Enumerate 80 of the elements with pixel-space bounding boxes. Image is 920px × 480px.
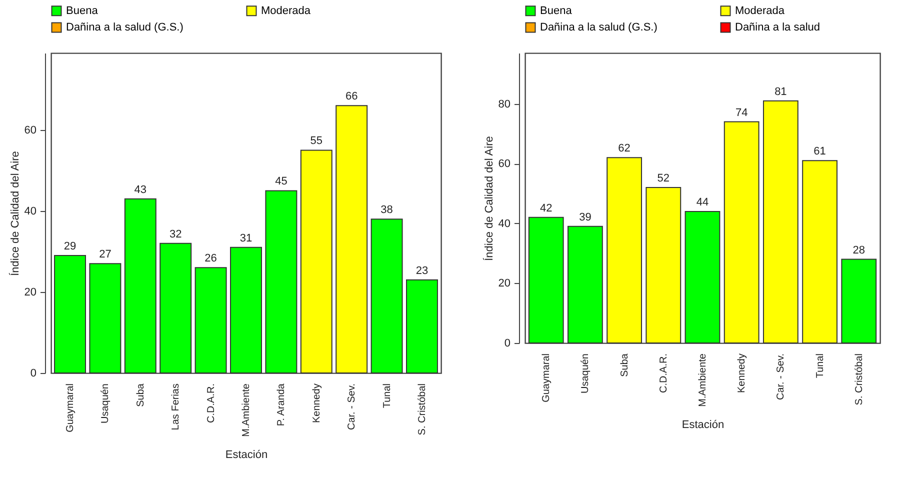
data-label: 23 bbox=[416, 264, 428, 277]
bar bbox=[724, 121, 760, 344]
x-tick-label: Tunal bbox=[814, 354, 826, 378]
x-tick-label: Car. - Sev. bbox=[776, 354, 787, 400]
data-label: 62 bbox=[618, 142, 630, 155]
y-tick-label: 40 bbox=[498, 218, 510, 230]
x-tick-label: Guaymaral bbox=[541, 354, 552, 402]
x-tick-label: C.D.A.R. bbox=[206, 384, 217, 423]
data-label: 42 bbox=[540, 202, 552, 214]
bar bbox=[606, 157, 642, 344]
data-label: 28 bbox=[852, 244, 866, 256]
bar bbox=[406, 279, 438, 374]
data-label: 66 bbox=[345, 90, 358, 103]
legend-label: Dañina a la salud (G.S.) bbox=[66, 22, 184, 34]
y-axis-title: Índice de Calidad del Aire bbox=[8, 151, 22, 276]
x-tick-label: S. Cristóbal bbox=[854, 354, 865, 406]
bar bbox=[802, 160, 838, 344]
bar bbox=[336, 105, 368, 374]
legend-label: Buena bbox=[66, 4, 99, 17]
data-label: 38 bbox=[380, 204, 393, 216]
data-label: 26 bbox=[204, 252, 217, 265]
x-tick-label: Kennedy bbox=[736, 354, 748, 393]
bar bbox=[370, 218, 403, 374]
x-tick-label: Suba bbox=[135, 383, 146, 407]
x-axis-title: Estación bbox=[225, 448, 268, 461]
y-tick-label: 40 bbox=[24, 205, 36, 218]
legend-label: Dañina a la salud bbox=[735, 22, 820, 34]
bar bbox=[89, 263, 122, 374]
bar bbox=[568, 226, 603, 344]
data-label: 52 bbox=[657, 172, 670, 185]
y-tick-label: 0 bbox=[30, 368, 36, 380]
x-tick-label: Kennedy bbox=[311, 384, 322, 423]
bar bbox=[54, 255, 86, 374]
legend-label: Moderada bbox=[261, 4, 312, 17]
bar bbox=[646, 187, 682, 344]
x-tick-label: Usaquén bbox=[100, 384, 112, 424]
legend-label: Moderada bbox=[735, 4, 786, 17]
bar bbox=[762, 100, 798, 344]
y-tick-label: 20 bbox=[498, 278, 510, 290]
bar bbox=[230, 246, 262, 374]
legend-label: Dañina a la salud (G.S.) bbox=[540, 22, 658, 34]
bar bbox=[265, 190, 298, 374]
y-tick-label: 0 bbox=[504, 338, 510, 350]
data-label: 45 bbox=[275, 176, 288, 188]
bar bbox=[300, 150, 332, 374]
legend-label: Buena bbox=[540, 4, 573, 17]
data-label: 32 bbox=[169, 228, 182, 240]
data-label: 81 bbox=[774, 86, 787, 98]
data-label: 55 bbox=[310, 135, 323, 148]
data-label: 44 bbox=[696, 196, 709, 208]
bar bbox=[684, 210, 720, 344]
y-tick-label: 60 bbox=[24, 124, 36, 136]
bar bbox=[124, 198, 156, 374]
x-tick-label: M.Ambiente bbox=[698, 353, 708, 407]
data-label: 29 bbox=[64, 240, 76, 253]
y-tick-label: 20 bbox=[24, 286, 36, 298]
data-label: 61 bbox=[814, 146, 826, 158]
data-label: 74 bbox=[735, 106, 748, 119]
y-tick-label: 80 bbox=[498, 98, 510, 110]
x-tick-label: C.D.A.R. bbox=[658, 354, 670, 393]
x-tick-label: M.Ambiente bbox=[241, 383, 252, 437]
y-axis-title: Índice de Calidad del Aire bbox=[482, 136, 496, 261]
data-label: 31 bbox=[240, 232, 252, 244]
x-tick-label: Las Ferias bbox=[170, 384, 182, 430]
data-label: 43 bbox=[134, 184, 147, 196]
x-tick-label: P. Aranda bbox=[276, 383, 288, 426]
x-tick-label: Car. - Sev. bbox=[346, 384, 358, 430]
x-tick-label: Suba bbox=[619, 353, 630, 377]
x-tick-label: S. Cristóbal bbox=[416, 384, 428, 436]
data-label: 27 bbox=[99, 248, 112, 261]
data-label: 39 bbox=[579, 211, 592, 224]
x-axis-title: Estación bbox=[682, 418, 724, 431]
x-tick-label: Tunal bbox=[382, 384, 393, 408]
x-tick-label: Guaymaral bbox=[65, 384, 76, 432]
bar bbox=[841, 258, 877, 344]
bar bbox=[528, 216, 564, 344]
bar bbox=[194, 267, 227, 374]
y-tick-label: 60 bbox=[498, 158, 510, 170]
x-tick-label: Usaquén bbox=[580, 354, 592, 394]
bar bbox=[160, 242, 192, 374]
